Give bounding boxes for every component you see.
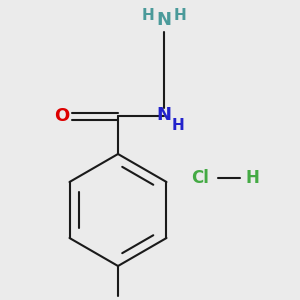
Text: H: H <box>245 169 259 187</box>
Text: H: H <box>142 8 154 23</box>
Text: N: N <box>157 106 172 124</box>
Text: N: N <box>157 11 172 29</box>
Text: O: O <box>54 107 70 125</box>
Text: Cl: Cl <box>191 169 209 187</box>
Text: H: H <box>174 8 186 23</box>
Text: H: H <box>172 118 184 134</box>
